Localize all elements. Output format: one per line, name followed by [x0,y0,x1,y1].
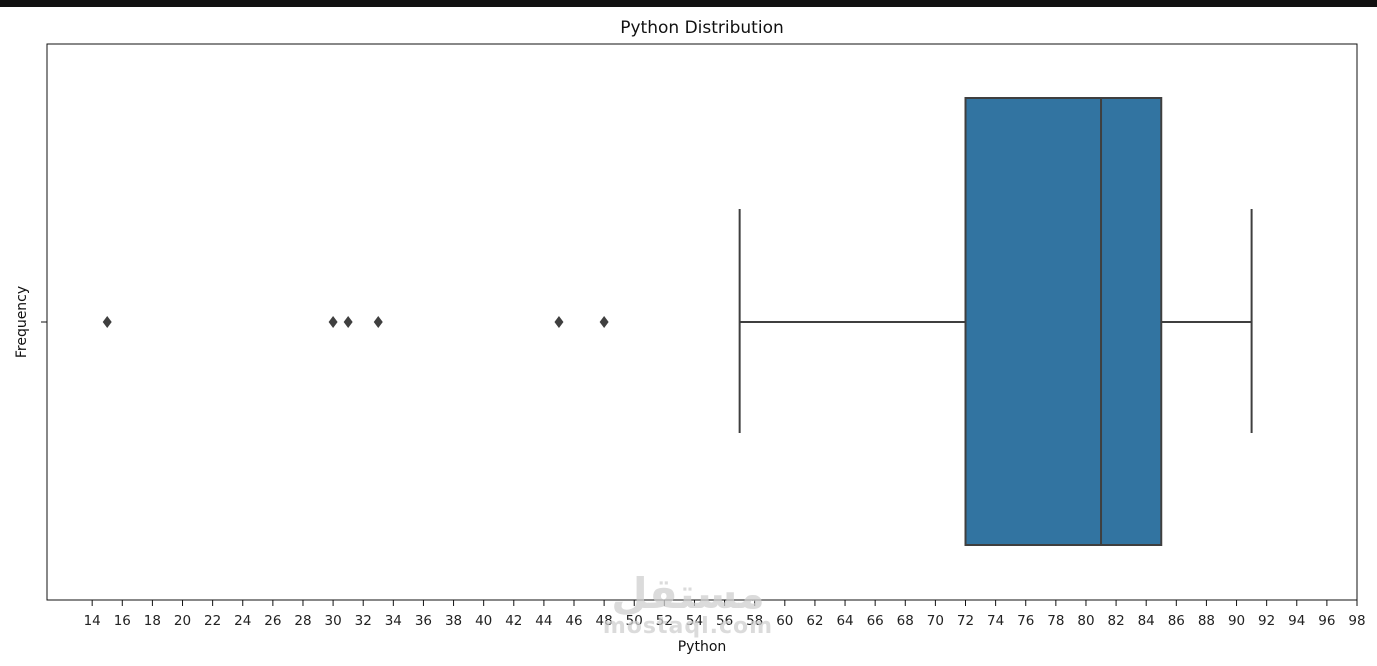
x-tick-label: 28 [294,613,311,629]
x-tick-label: 36 [415,613,432,629]
x-tick-label: 42 [505,613,522,629]
x-tick-label: 60 [776,613,793,629]
x-tick-label: 44 [535,613,552,629]
x-tick-label: 64 [836,613,853,629]
x-tick-label: 46 [565,613,582,629]
x-tick-label: 82 [1107,613,1124,629]
x-tick-label: 74 [987,613,1004,629]
y-axis-label: Frequency [14,286,30,358]
x-tick-label: 34 [385,613,402,629]
x-tick-label: 26 [264,613,281,629]
x-tick-label: 24 [234,613,251,629]
outlier-point [599,316,609,328]
x-tick-label: 86 [1168,613,1185,629]
x-tick-label: 50 [626,613,643,629]
outlier-point [328,316,338,328]
x-tick-label: 72 [957,613,974,629]
x-tick-label: 30 [324,613,341,629]
x-tick-label: 78 [1047,613,1064,629]
outlier-point [554,316,564,328]
x-tick-label: 54 [686,613,703,629]
x-tick-label: 66 [867,613,884,629]
x-tick-label: 38 [445,613,462,629]
outlier-point [373,316,383,328]
x-tick-label: 80 [1077,613,1094,629]
x-tick-label: 96 [1318,613,1335,629]
x-tick-label: 56 [716,613,733,629]
x-tick-label: 62 [806,613,823,629]
iqr-box [964,97,1163,546]
x-tick-label: 92 [1258,613,1275,629]
x-tick-label: 68 [897,613,914,629]
window-top-bar [0,0,1377,7]
outlier-point [102,316,112,328]
chart-title: Python Distribution [620,18,784,38]
x-tick-label: 58 [746,613,763,629]
x-tick-label: 40 [475,613,492,629]
x-tick-label: 88 [1198,613,1215,629]
x-axis-label: Python [678,639,727,655]
x-tick-label: 94 [1288,613,1305,629]
x-tick-label: 14 [84,613,101,629]
x-tick-label: 20 [174,613,191,629]
outlier-point [343,316,353,328]
x-tick-label: 84 [1138,613,1155,629]
x-axis-ticks: 14 16 18 20 22 24 26 28 30 32 34 36 38 40 42 44 46 48 50 52… [84,600,1366,629]
x-tick-label: 70 [927,613,944,629]
plot-area [41,43,1358,601]
x-tick-label: 52 [656,613,673,629]
x-tick-label: 90 [1228,613,1245,629]
x-tick-label: 16 [114,613,131,629]
x-tick-label: 22 [204,613,221,629]
x-tick-label: 32 [355,613,372,629]
x-tick-label: 98 [1348,613,1365,629]
x-tick-label: 76 [1017,613,1034,629]
x-tick-label: 48 [596,613,613,629]
x-tick-label: 18 [144,613,161,629]
